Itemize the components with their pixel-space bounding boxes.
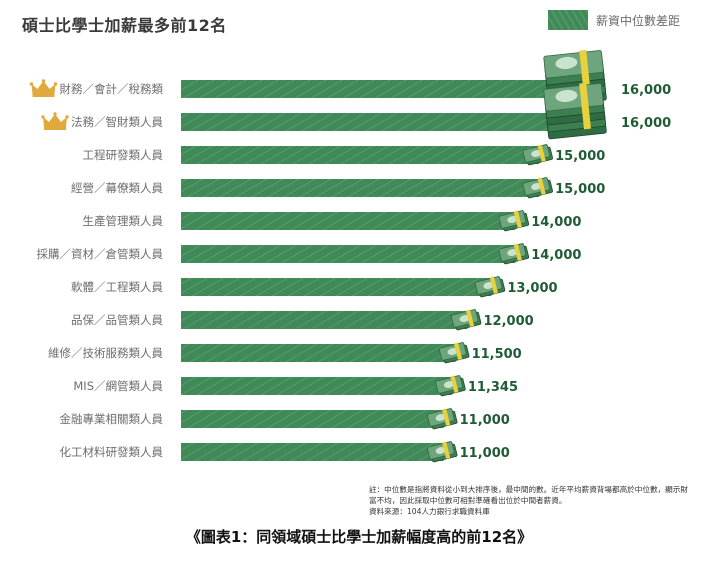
bar-row: 工程研發類人員 15,000	[83, 144, 605, 166]
bar-row: 金融專業相關類人員 11,000	[60, 408, 510, 430]
value-label: 16,000	[621, 116, 671, 131]
value-label: 13,000	[507, 281, 557, 296]
bar	[181, 377, 452, 395]
money-bundle-icon	[474, 276, 506, 298]
value-label: 15,000	[555, 149, 605, 164]
category-label: 維修／技術服務類人員	[48, 346, 163, 360]
bar	[181, 443, 444, 461]
category-label: 生產管理類人員	[83, 214, 164, 228]
value-label: 12,000	[484, 314, 534, 329]
crown-icon	[41, 112, 69, 130]
category-label: 經營／幕僚類人員	[71, 181, 163, 195]
figure-caption: 《圖表1：同領域碩士比學士加薪幅度高的前12名》	[185, 528, 533, 546]
data-source: 資料來源：104人力銀行求職資料庫	[369, 507, 490, 516]
bar-row: 化工材料研發類人員 11,000	[60, 441, 510, 463]
value-label: 14,000	[531, 248, 581, 263]
category-label: 金融專業相關類人員	[60, 412, 164, 426]
bar-row: 維修／技術服務類人員 11,500	[48, 342, 522, 364]
bar	[181, 278, 492, 296]
money-bundle-icon	[438, 342, 470, 364]
category-label: 法務／智財類人員	[71, 115, 163, 129]
money-bundle-icon	[498, 210, 530, 232]
bar	[181, 146, 540, 164]
legend-label: 薪資中位數差距	[596, 13, 681, 28]
money-stack-icon	[543, 82, 607, 140]
money-bundle-icon	[426, 441, 458, 463]
value-label: 14,000	[531, 215, 581, 230]
crown-icon	[29, 79, 58, 97]
category-label: 軟體／工程類人員	[71, 280, 163, 294]
bar-chart: 財務／會計／稅務類 16,000 法務／智財類人員 16,000 工程研發類人員 15,0…	[29, 49, 671, 463]
bar-row: 生產管理類人員 14,000	[83, 210, 581, 232]
bar	[181, 179, 540, 197]
category-label: 工程研發類人員	[83, 148, 164, 162]
money-bundle-icon	[522, 177, 553, 199]
money-bundle-icon	[498, 243, 530, 265]
value-label: 11,500	[472, 347, 522, 362]
bar	[181, 311, 468, 329]
legend-swatch	[548, 10, 588, 30]
bar-row: 法務／智財類人員 16,000	[41, 82, 671, 140]
value-label: 11,345	[468, 380, 518, 395]
money-bundle-icon	[450, 309, 482, 331]
legend: 薪資中位數差距	[548, 10, 680, 30]
category-label: 化工材料研發類人員	[60, 445, 164, 459]
bar	[181, 245, 516, 263]
bar-row: 品保／品管類人員 12,000	[71, 309, 534, 331]
bar	[181, 344, 456, 362]
bar	[181, 113, 563, 131]
bar-row: 軟體／工程類人員 13,000	[71, 276, 558, 298]
category-label: 財務／會計／稅務類	[60, 82, 164, 96]
value-label: 11,000	[460, 446, 510, 461]
bar-row: 採購／資材／倉管類人員 14,000	[37, 243, 581, 265]
category-label: MIS／網管類人員	[73, 379, 163, 393]
bar	[181, 80, 563, 98]
bar-row: 經營／幕僚類人員 15,000	[71, 177, 605, 199]
money-bundle-icon	[435, 375, 466, 397]
footnote-text: 註：中位數是指將資料從小到大排序後，最中間的數。近年平均薪資背場都高於中位數，顯…	[369, 485, 688, 505]
bar	[181, 410, 444, 428]
value-label: 11,000	[460, 413, 510, 428]
money-bundle-icon	[522, 144, 553, 166]
money-bundle-icon	[426, 408, 458, 430]
chart-title: 碩士比學士加薪最多前12名	[22, 16, 227, 35]
category-label: 採購／資材／倉管類人員	[37, 247, 164, 261]
bar-row: MIS／網管類人員 11,345	[73, 375, 518, 397]
footnote: 註：中位數是指將資料從小到大排序後，最中間的數。近年平均薪資背場都高於中位數，顯…	[369, 484, 689, 517]
category-label: 品保／品管類人員	[71, 313, 163, 327]
bar	[181, 212, 516, 230]
value-label: 15,000	[555, 182, 605, 197]
value-label: 16,000	[621, 83, 671, 98]
